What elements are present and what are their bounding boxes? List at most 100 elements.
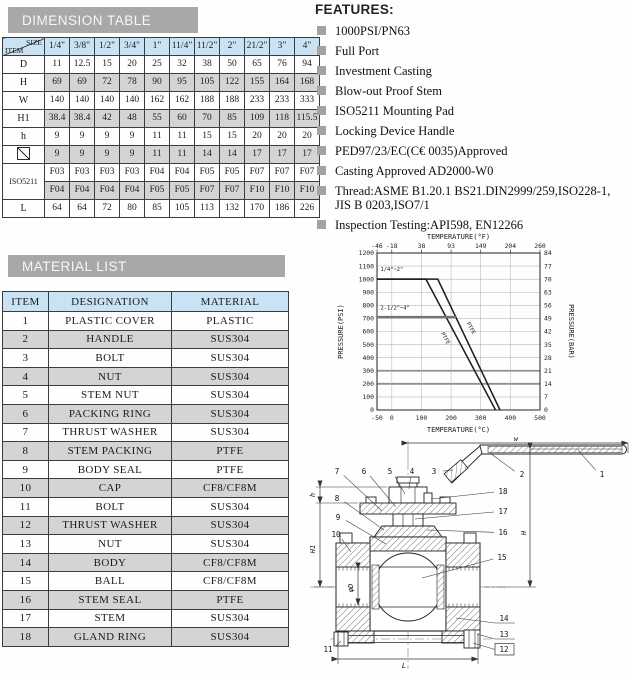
drawing-shape [392, 513, 424, 527]
callout-8: 8 [335, 494, 340, 503]
callout-7: 7 [335, 467, 340, 476]
row-label-cell: ISO5211 [2, 163, 45, 200]
value-cell: SUS304 [171, 348, 289, 368]
value-cell: 162 [169, 91, 195, 110]
chart-annotation: PTFE [439, 331, 451, 345]
dimension-table-header-bar: DIMENSION TABLE [8, 7, 198, 33]
value-cell: 76 [269, 55, 295, 74]
bullet-square-icon [317, 86, 326, 95]
table-row: 5 STEM NUT SUS304 [2, 385, 289, 405]
value-cell: 188 [194, 91, 220, 110]
series-line [377, 278, 501, 411]
value-cell: SUS304 [171, 422, 289, 443]
value-cell: 14 [219, 145, 245, 164]
value-cell: 85 [144, 199, 170, 218]
value-cell: THRUST WASHER [48, 515, 172, 536]
ball [373, 552, 443, 622]
feature-text: Blow-out Proof Stem [335, 84, 442, 98]
value-cell: 9 [44, 145, 70, 164]
column-header-cell: DESIGNATION [48, 291, 172, 312]
left-tick-label: 1100 [359, 262, 375, 270]
callout-6: 6 [362, 467, 367, 476]
feature-item: Locking Device Handle [315, 124, 628, 138]
value-cell: 17 [294, 145, 320, 164]
table-row: 13 NUT SUS304 [2, 534, 289, 554]
value-cell: F03 [119, 163, 145, 182]
drawing-shape [335, 606, 371, 632]
value-cell: NUT [48, 366, 172, 387]
chart-annotation: 1/4"~2" [381, 267, 404, 273]
bottom-tick-label: 100 [416, 414, 428, 422]
value-cell: 14 [194, 145, 220, 164]
feature-text: Casting Approved AD2000-W0 [335, 164, 494, 178]
bullet-square-icon [317, 220, 326, 229]
value-cell: F04 [44, 181, 70, 200]
chart-annotation: 2-1/2"~4" [381, 306, 410, 312]
value-cell: 109 [244, 109, 270, 128]
value-cell: F04 [94, 181, 120, 200]
value-cell: 38.4 [69, 109, 95, 128]
table-row: F04 F04 F04 F04 F05 F05 F07 F07 F10 F10 F10 [3, 181, 320, 200]
bullet-square-icon [317, 26, 326, 35]
callout-11: 11 [323, 645, 332, 654]
value-cell: 72 [94, 199, 120, 218]
pressure-temperature-chart: -50 -46 0 -18 100 38 200 93 300 149 400 204 500 260 12… [337, 233, 575, 434]
value-cell: 11 [144, 127, 170, 146]
dimension-label: w [514, 437, 519, 443]
value-cell: 13 [2, 534, 49, 554]
right-tick-label: 7 [544, 393, 548, 401]
table-row: 16 STEM SEAL PTFE [2, 589, 289, 610]
value-cell: 113 [194, 199, 220, 218]
feature-text: Investment Casting [335, 64, 432, 78]
left-tick-label: 100 [362, 393, 374, 401]
column-header-cell: MATERIAL [171, 291, 289, 312]
callout-18: 18 [498, 487, 508, 496]
value-cell: 2 [2, 329, 49, 350]
left-tick-label: 700 [362, 315, 374, 323]
value-cell: F05 [194, 163, 220, 182]
value-cell: 32 [169, 55, 195, 74]
feature-text: Inspection Testing:API598, EN12266 [335, 218, 524, 232]
value-cell: 9 [119, 145, 145, 164]
value-cell: 80 [119, 199, 145, 218]
drawing-line [430, 491, 495, 500]
table-row: 2 HANDLE SUS304 [2, 329, 289, 350]
feature-text: 1000PSI/PN63 [335, 24, 411, 38]
value-cell: 90 [144, 73, 170, 92]
drawing-shape [335, 542, 371, 568]
value-cell: SUS304 [171, 515, 289, 536]
value-cell: 9 [94, 145, 120, 164]
bullet-square-icon [317, 186, 326, 195]
value-cell: F04 [144, 163, 170, 182]
left-tick-label: 500 [362, 341, 374, 349]
value-cell: STEM PACKING [48, 441, 172, 461]
value-cell: 170 [244, 199, 270, 218]
value-cell: 168 [294, 73, 320, 92]
drawing-shape [339, 532, 353, 544]
size-header-cell: 21/2" [244, 37, 270, 56]
value-cell: 72 [94, 73, 120, 92]
value-cell: CAP [48, 478, 172, 498]
feature-item: Investment Casting [315, 64, 628, 78]
drawing-shape [359, 502, 457, 515]
value-cell: 48 [119, 109, 145, 128]
size-header-cell: 1" [144, 37, 170, 56]
top-tick-label: -46 [371, 242, 383, 250]
value-cell: 233 [269, 91, 295, 110]
value-cell: PTFE [171, 459, 289, 480]
drawing-shape [371, 564, 380, 610]
value-cell: 16 [2, 589, 49, 610]
right-tick-label: 63 [544, 288, 552, 296]
row-label-cell: D [2, 55, 45, 74]
top-tick-label: 204 [505, 242, 517, 250]
bottom-tick-label: 200 [445, 414, 457, 422]
size-header-cell: 3" [269, 37, 295, 56]
table-row: ISO5211 F03 F03 F03 F03 F04 F04 F05 F05 F07 F07 F07 [2, 163, 320, 200]
value-cell: CF8/CF8M [171, 478, 289, 498]
bottom-tick-label: -50 [371, 414, 383, 422]
top-tick-label: 93 [447, 242, 455, 250]
feature-text: PED97/23/EC(C€ 0035)Approved [335, 144, 508, 158]
value-cell: 95 [169, 73, 195, 92]
